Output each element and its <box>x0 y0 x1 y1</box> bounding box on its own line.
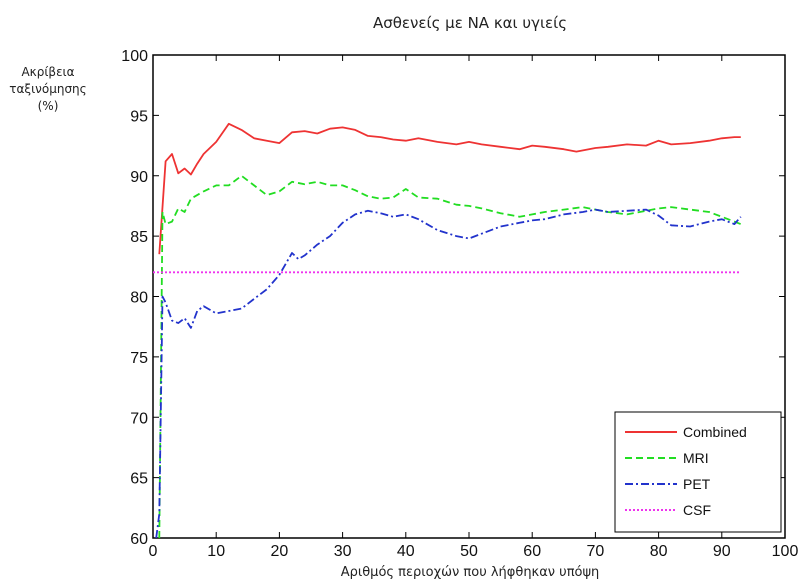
x-tick-label: 60 <box>523 543 541 560</box>
y-tick-label: 85 <box>130 229 148 246</box>
x-tick-label: 100 <box>772 543 799 560</box>
legend-label-combined: Combined <box>683 424 747 440</box>
y-tick-label: 75 <box>130 350 148 367</box>
y-tick-label: 60 <box>130 531 148 548</box>
y-axis-label-line-1: Ακρίβεια <box>21 65 75 79</box>
y-axis-label-line-2: ταξινόμησης <box>9 82 87 96</box>
y-axis-label: Ακρίβεια ταξινόμησης (%) <box>0 64 96 115</box>
legend-label-pet: PET <box>683 476 711 492</box>
x-tick-label: 30 <box>334 543 352 560</box>
y-tick-label: 65 <box>130 471 148 488</box>
chart-title: Ασθενείς με ΝΑ και υγιείς <box>372 14 568 32</box>
y-tick-label: 80 <box>130 290 148 307</box>
x-tick-label: 50 <box>460 543 478 560</box>
y-tick-label: 95 <box>130 108 148 125</box>
y-tick-label: 90 <box>130 169 148 186</box>
x-tick-label: 80 <box>650 543 668 560</box>
x-tick-label: 20 <box>271 543 289 560</box>
x-tick-label: 40 <box>397 543 415 560</box>
y-tick-label: 70 <box>130 410 148 427</box>
x-tick-label: 70 <box>587 543 605 560</box>
y-tick-label: 100 <box>121 48 148 65</box>
plot-area: 0 10 20 30 40 50 60 70 80 90 100 60 65 70 75 80 85 90 95 10… <box>121 48 798 560</box>
series-line-combined <box>158 122 741 255</box>
y-axis-label-line-3: (%) <box>37 99 59 113</box>
series-line-pet <box>155 208 742 538</box>
x-tick-label: 0 <box>149 543 158 560</box>
x-tick-label: 10 <box>207 543 225 560</box>
x-tick-label: 90 <box>713 543 731 560</box>
legend-label-mri: MRI <box>683 450 709 466</box>
x-axis-label: Αριθμός περιοχών που λήφθηκαν υπόψη <box>340 565 600 580</box>
legend-label-csf: CSF <box>683 502 711 518</box>
